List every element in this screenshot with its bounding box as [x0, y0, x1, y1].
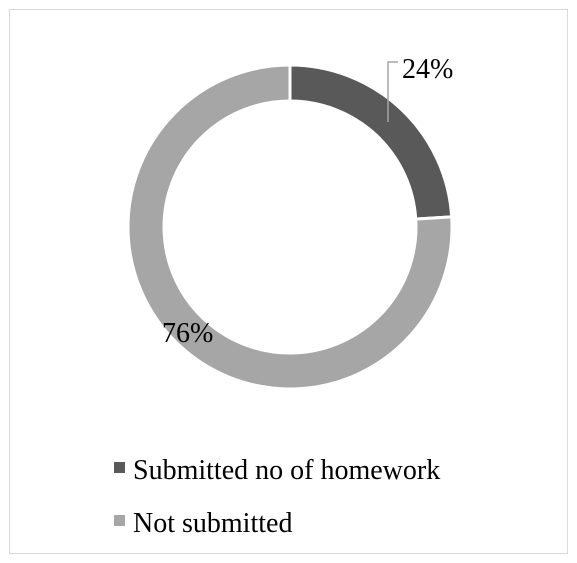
legend-swatch-submitted: [114, 462, 125, 473]
legend-label-not-submitted: Not submitted: [133, 508, 292, 539]
data-label-not-submitted: 76%: [162, 318, 213, 349]
slice-not-submitted: [126, 63, 454, 391]
legend-swatch-not-submitted: [114, 515, 125, 526]
legend-label-submitted: Submitted no of homework: [133, 455, 440, 486]
slice-submitted-no-of-homework: [288, 63, 454, 221]
leader-line-submitted: [387, 61, 398, 122]
doughnut-slices: [126, 63, 454, 391]
data-label-submitted: 24%: [402, 54, 453, 85]
